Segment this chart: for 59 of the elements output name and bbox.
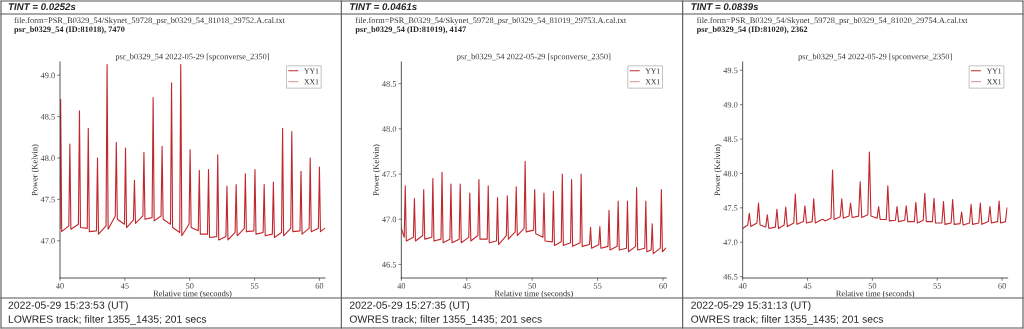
y-tick-label: 47.0	[40, 238, 55, 244]
x-tick-label: 50	[528, 283, 537, 289]
chart-title: psr_b0329_54 2022-05-29 [spconverse_2350]	[798, 53, 952, 61]
text: LOWRES track; filter 1355_1435; 201 secs	[8, 315, 207, 325]
x-tick-label: 40	[397, 283, 406, 289]
x-tick-label: 40	[56, 283, 64, 289]
text: 2022-05-29 15:31:13 (UT)	[691, 301, 811, 311]
text: psr_b0329_54 (ID:81018), 7470	[14, 26, 125, 34]
y-tick-label: 47.0	[382, 216, 397, 223]
x-tick-label: 50	[868, 283, 877, 289]
x-axis-title: Relative time (seconds)	[494, 290, 573, 298]
text: OWRES track; filter 1355_1435; 201 secs	[349, 315, 542, 325]
text: file.form=PSR_B0329_54/Skynet_59728_psr_b0329_54_81018_29752.A.cal.txt	[14, 17, 285, 25]
chart-title: psr_b0329_54 2022-05-29 [spconverse_2350]	[456, 53, 611, 61]
y-tick-label: 48.0	[40, 155, 55, 162]
y-tick-label: 49.0	[723, 102, 738, 108]
y-axis-title: Power (Kelvin)	[372, 144, 381, 196]
x-tick-label: 45	[120, 283, 129, 289]
x-tick-label: 45	[803, 283, 812, 289]
y-tick-label: 48.5	[382, 81, 397, 87]
text: file.form=PSR_B0329_54/Skynet_59728_psr_b0329_54_81020_29754.A.cal.txt	[696, 17, 968, 25]
text: OWRES track; filter 1355_1435; 201 secs	[691, 315, 884, 325]
y-tick-label: 48.0	[382, 126, 397, 132]
x-tick-label: 50	[186, 283, 194, 289]
x-tick-label: 55	[593, 283, 602, 289]
y-tick-label: 47.0	[723, 239, 738, 246]
y-tick-label: 48.5	[723, 136, 738, 143]
x-tick-label: 60	[659, 283, 667, 289]
x-axis-title: Relative time (seconds)	[836, 290, 915, 298]
text: 2022-05-29 15:23:53 (UT)	[8, 301, 128, 311]
y-tick-label: 47.5	[40, 196, 55, 203]
x-tick-label: 55	[933, 283, 942, 289]
text: 2022-05-29 15:27:35 (UT)	[349, 301, 470, 311]
x-tick-label: 60	[998, 283, 1006, 289]
text: psr_b0329_54 (ID:81020), 2362	[696, 26, 808, 34]
y-tick-label: 46.5	[723, 274, 738, 280]
y-tick-label: 49.5	[723, 67, 738, 74]
line-series	[401, 160, 667, 255]
line-series	[742, 151, 1008, 230]
line-series	[60, 63, 325, 241]
text: file.form=PSR_B0329_54/Skynet_59728_psr_b0329_54_81019_29753.A.cal.txt	[355, 17, 627, 25]
x-tick-label: 45	[462, 283, 471, 289]
y-axis-title: Power (Kelvin)	[31, 144, 40, 196]
text: psr_b0329_54 (ID:81019), 4147	[355, 26, 467, 34]
text: TINT = 0.0839s	[691, 3, 759, 11]
y-tick-label: 49.0	[40, 72, 55, 79]
x-tick-label: 55	[250, 283, 259, 289]
text: TINT = 0.0252s	[8, 3, 76, 11]
y-tick-label: 48.0	[723, 170, 738, 177]
x-axis-title: Relative time (seconds)	[153, 290, 232, 298]
x-tick-label: 40	[738, 283, 747, 289]
y-axis-title: Power (Kelvin)	[714, 144, 722, 196]
y-tick-label: 46.5	[382, 261, 397, 268]
y-tick-label: 47.5	[382, 171, 397, 178]
x-tick-label: 60	[315, 283, 324, 289]
text: TINT = 0.0461s	[350, 3, 417, 11]
y-tick-label: 48.5	[40, 113, 55, 120]
chart-title: psr_b0329_54 2022-05-29 [spconverse_2350]	[115, 53, 269, 61]
y-tick-label: 47.5	[723, 205, 738, 211]
